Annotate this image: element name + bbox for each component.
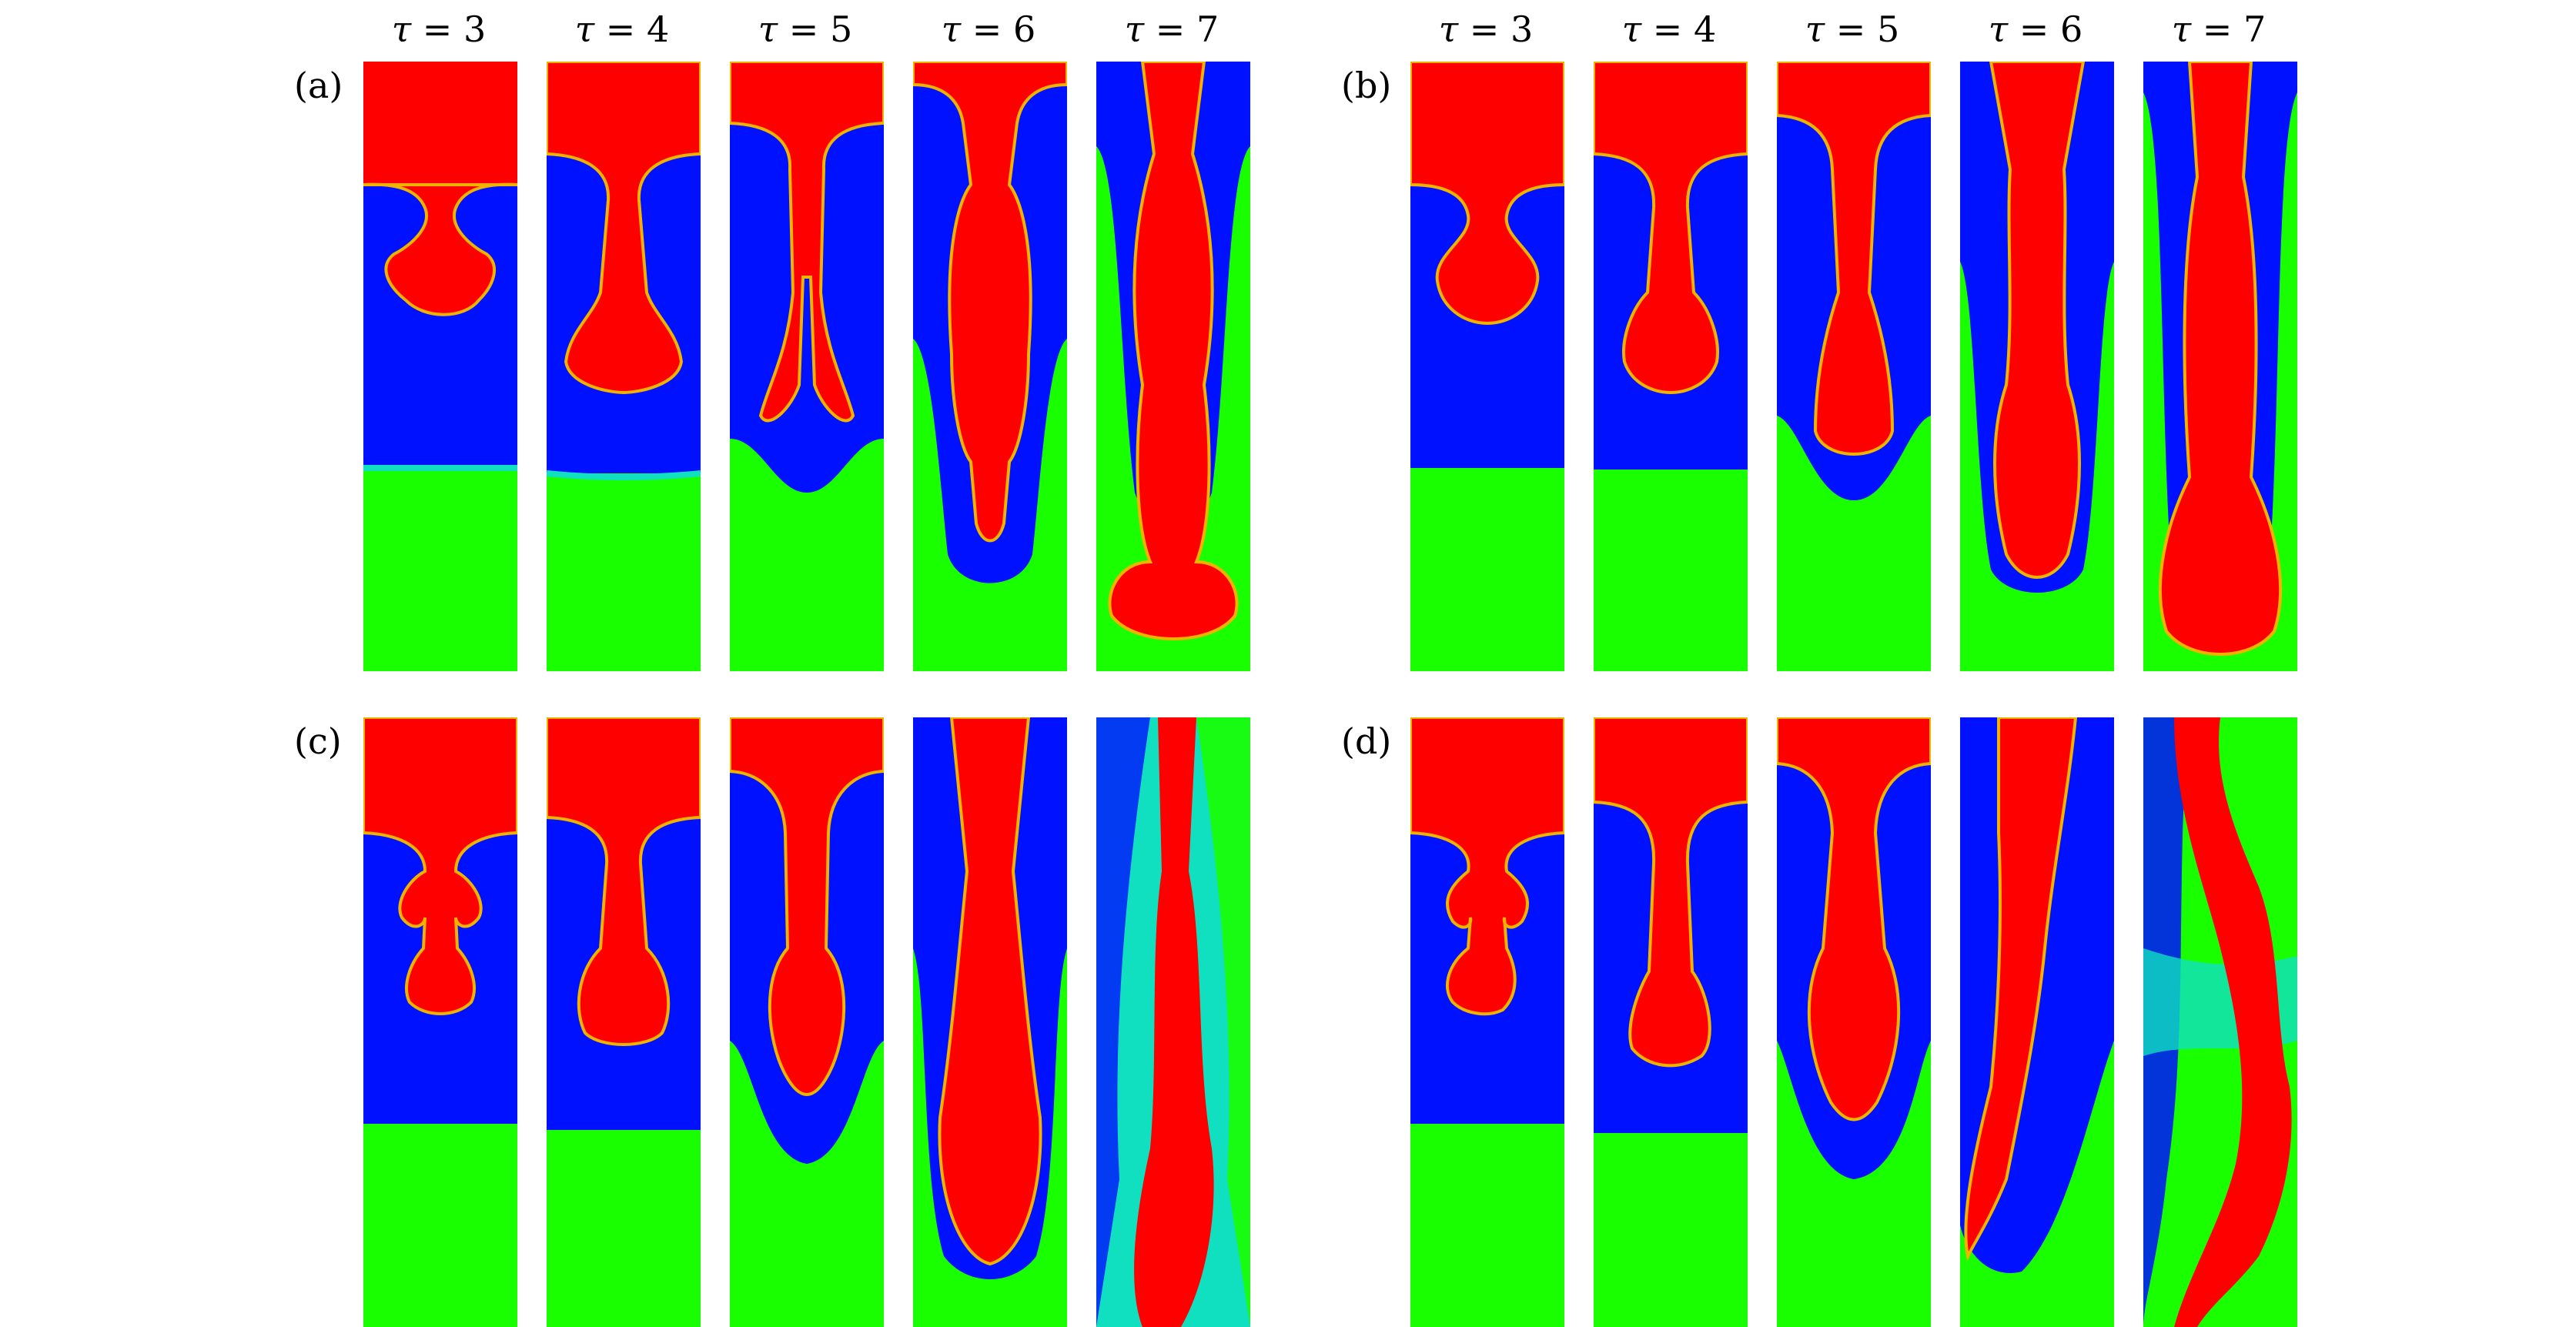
- simulation-frame: [730, 717, 884, 1327]
- tau-header-row: τ = 3 τ = 4 τ = 5 τ = 6 τ = 7: [1047, 6, 2356, 52]
- simulation-frame: [2143, 62, 2297, 671]
- simulation-frame: [1777, 62, 1931, 671]
- simulation-frame: [363, 717, 517, 1327]
- tau-label: τ = 5: [758, 8, 853, 50]
- simulation-frame: [913, 62, 1067, 671]
- tau-label: τ = 6: [1988, 8, 2083, 50]
- simulation-frame: [913, 717, 1067, 1327]
- simulation-frame: [1410, 62, 1564, 671]
- simulation-frame: [547, 717, 701, 1327]
- tau-label: τ = 6: [941, 8, 1036, 50]
- simulation-frame: [1096, 62, 1250, 671]
- tau-label: τ = 3: [1438, 8, 1534, 50]
- simulation-frame: [1594, 62, 1748, 671]
- simulation-frame: [363, 62, 517, 671]
- simulation-frame: [1410, 717, 1564, 1327]
- simulation-frame: [1960, 717, 2114, 1327]
- simulation-frame: [547, 62, 701, 671]
- tau-label: τ = 4: [1621, 8, 1717, 50]
- simulation-frame: [2143, 717, 2297, 1327]
- tau-label: τ = 3: [391, 8, 487, 50]
- simulation-frame: [1960, 62, 2114, 671]
- simulation-frame: [730, 62, 884, 671]
- tau-label: τ = 5: [1805, 8, 1900, 50]
- tau-header-row: τ = 3 τ = 4 τ = 5 τ = 6 τ = 7: [0, 6, 1309, 52]
- simulation-frame: [1777, 717, 1931, 1327]
- simulation-frame: [1594, 717, 1748, 1327]
- tau-label: τ = 7: [2171, 8, 2267, 50]
- panel-label: (a): [294, 65, 343, 106]
- panel-label: (b): [1341, 65, 1392, 106]
- tau-label: τ = 7: [1124, 8, 1219, 50]
- tau-label: τ = 4: [574, 8, 670, 50]
- panel-label: (d): [1341, 720, 1392, 762]
- simulation-frame: [1096, 717, 1250, 1327]
- panel-label: (c): [294, 720, 342, 762]
